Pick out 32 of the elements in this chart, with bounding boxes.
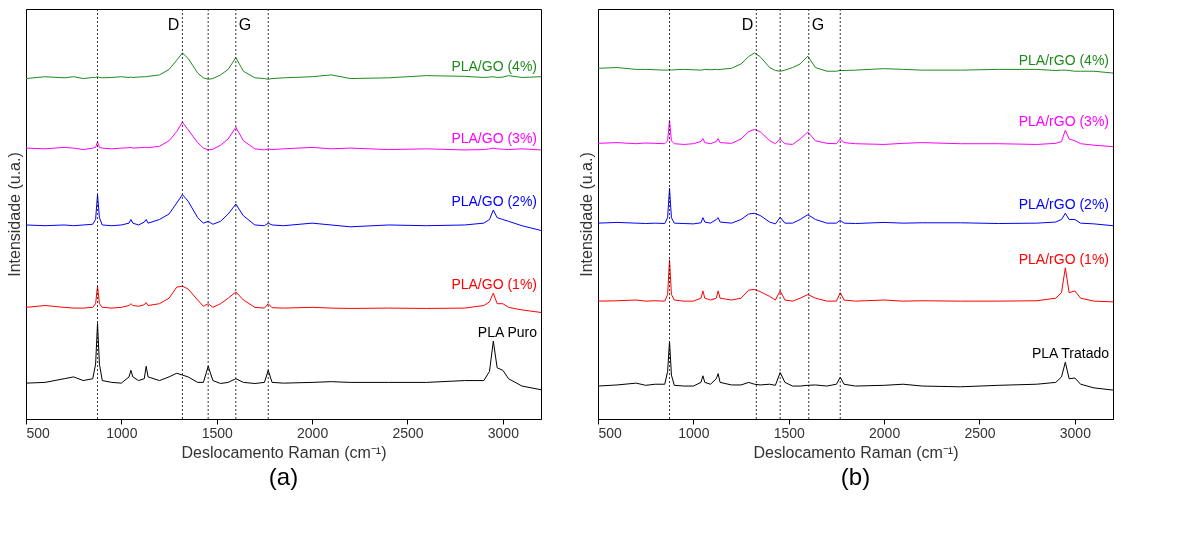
x-tick-label: 2500 — [964, 424, 996, 441]
ref-line-label: D — [741, 16, 754, 33]
series-label: PLA/rGO (3%) — [1018, 113, 1109, 130]
series-label: PLA Tratado — [1031, 345, 1110, 362]
text: (b) — [840, 463, 871, 490]
ref-line-label: D — [167, 16, 180, 33]
x-tick-label: 500 — [598, 424, 623, 441]
text: (a) — [268, 463, 299, 490]
x-tick-label: 1500 — [201, 424, 234, 441]
x-tick-label: 500 — [26, 424, 51, 441]
series-label: PLA Puro — [477, 324, 538, 341]
series-label: PLA/GO (2%) — [451, 192, 537, 209]
x-tick-label: 2500 — [392, 424, 424, 441]
x-tick-label: 1000 — [678, 424, 710, 441]
series-label: PLA/rGO (2%) — [1018, 196, 1109, 213]
x-axis-title: Deslocamento Raman (cm⁻¹) — [181, 443, 387, 461]
x-tick-label: 3000 — [487, 424, 520, 441]
series-label: PLA/GO (4%) — [451, 57, 537, 74]
x-axis-title: Deslocamento Raman (cm⁻¹) — [753, 443, 959, 461]
x-tick-label: 2000 — [297, 424, 329, 441]
series-label: PLA/rGO (1%) — [1018, 250, 1109, 267]
series-label: PLA/GO (3%) — [451, 130, 537, 147]
x-tick-label: 1500 — [773, 424, 806, 441]
ref-line-label: G — [811, 16, 825, 33]
x-tick-label: 1000 — [106, 424, 138, 441]
x-tick-label: 3000 — [1059, 424, 1092, 441]
y-axis-title: Intensidade (u.a.) — [5, 152, 23, 277]
series-label: PLA/GO (1%) — [451, 276, 537, 293]
y-axis-title: Intensidade (u.a.) — [577, 152, 595, 277]
x-tick-label: 2000 — [869, 424, 901, 441]
series-label: PLA/rGO (4%) — [1018, 51, 1109, 68]
ref-line-label: G — [238, 16, 252, 33]
